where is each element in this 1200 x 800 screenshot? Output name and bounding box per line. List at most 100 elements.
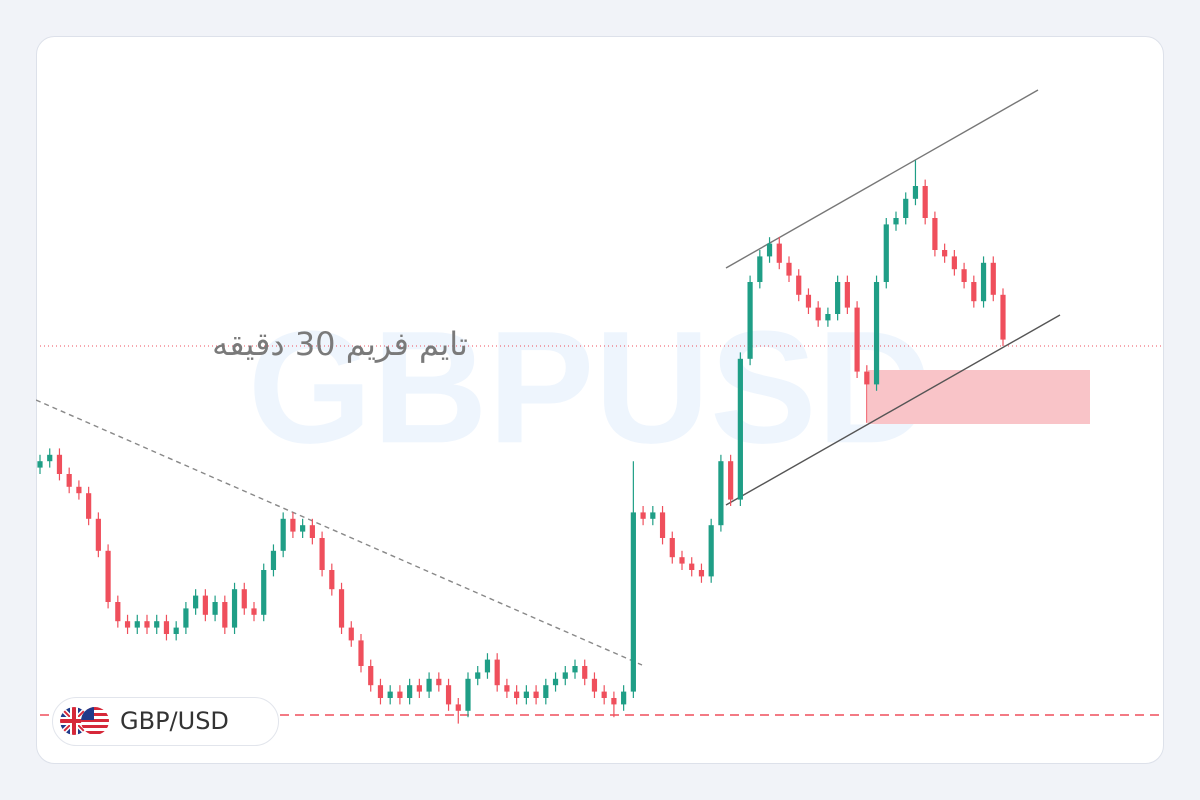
candle-body — [105, 550, 111, 602]
candle-body — [805, 294, 812, 308]
candle-body — [173, 627, 179, 634]
candle-body — [766, 243, 773, 257]
candle-body — [572, 666, 578, 673]
annotation: تایم فریم 30 دقیقه — [212, 325, 468, 363]
chart-area: GBPUSD تایم فریم 30 دقیقه — [36, 89, 1164, 724]
candle-body — [56, 454, 63, 474]
candle-body — [543, 685, 549, 698]
candle-body — [514, 691, 520, 698]
candle-body — [338, 589, 345, 628]
candle-body — [815, 307, 821, 321]
candle-body — [368, 666, 374, 686]
candle-body — [883, 224, 889, 282]
candle-body — [698, 570, 705, 577]
candle-body — [990, 262, 996, 295]
candle-body — [737, 358, 743, 500]
candle-body — [562, 672, 568, 679]
candle-body — [786, 262, 792, 276]
candle-body — [86, 493, 92, 519]
watermark: GBPUSD — [248, 297, 933, 476]
candle-body — [796, 275, 802, 295]
candle-body — [348, 627, 354, 641]
candle-body — [504, 685, 510, 692]
candle-body — [115, 602, 121, 622]
channel-lower — [725, 314, 1061, 506]
candle-body — [280, 518, 286, 551]
candle-body — [358, 640, 364, 666]
candle-body — [708, 525, 714, 577]
candle-body — [893, 218, 899, 225]
candle-body — [47, 454, 53, 462]
candle-body — [261, 570, 267, 615]
candle-body — [582, 666, 588, 679]
candle-body — [873, 282, 880, 385]
candle-body — [951, 256, 957, 270]
candle-body — [650, 512, 656, 519]
candle-body — [231, 589, 238, 628]
candle-body — [154, 621, 160, 628]
candle-body — [144, 621, 150, 628]
candle-body — [465, 678, 471, 711]
candle-body — [134, 621, 140, 628]
candle-body — [290, 518, 296, 532]
candle-body — [202, 595, 208, 615]
candle-body — [416, 685, 422, 692]
candle-body — [932, 218, 938, 250]
trend-line — [36, 399, 643, 666]
candle-body — [971, 282, 977, 302]
candle-body — [611, 698, 617, 705]
candle-body — [718, 461, 724, 526]
candles — [37, 160, 1006, 724]
candle-body — [864, 371, 870, 385]
candle-body — [903, 198, 909, 218]
candle-body — [669, 538, 675, 558]
candle-body — [912, 186, 919, 199]
channel-upper — [725, 89, 1039, 269]
candle-body — [300, 525, 306, 532]
candle-body — [1000, 294, 1006, 340]
candle-body — [329, 570, 335, 590]
candle-body — [776, 243, 782, 263]
candle-body — [621, 691, 627, 705]
candle-body — [76, 486, 82, 494]
candle-body — [426, 678, 432, 692]
candle-body — [757, 256, 763, 282]
candle-body — [241, 589, 247, 609]
candle-body — [377, 685, 384, 698]
candle-body — [212, 602, 218, 615]
candle-body — [455, 704, 461, 711]
candle-body — [854, 307, 860, 372]
candle-body — [640, 512, 646, 519]
candle-body — [397, 691, 403, 698]
candle-body — [436, 678, 442, 686]
candle-body — [728, 461, 734, 500]
candle-body — [942, 250, 948, 257]
candle-body — [37, 461, 43, 468]
candle-body — [835, 282, 841, 314]
candle-body — [270, 550, 277, 570]
candle-body — [309, 525, 315, 538]
candle-body — [319, 538, 325, 570]
flag-us — [81, 707, 109, 735]
candle-body — [630, 512, 636, 692]
candle-body — [844, 282, 850, 308]
candle-body — [533, 691, 539, 698]
candle-body — [475, 672, 481, 679]
candle-body — [552, 678, 559, 686]
candle-body — [193, 595, 199, 609]
candle-body — [445, 685, 452, 705]
candle-body — [591, 678, 598, 692]
zone — [868, 370, 1090, 424]
candle-body — [66, 474, 72, 487]
candle-body — [183, 608, 189, 628]
candle-body — [980, 262, 987, 302]
candle-body — [659, 512, 666, 538]
candle-body — [523, 691, 529, 698]
candle-body — [407, 685, 413, 698]
candle-body — [222, 602, 228, 628]
candle-body — [95, 518, 101, 551]
candle-body — [689, 563, 695, 570]
candle-body — [387, 691, 393, 698]
candle-body — [747, 282, 753, 359]
